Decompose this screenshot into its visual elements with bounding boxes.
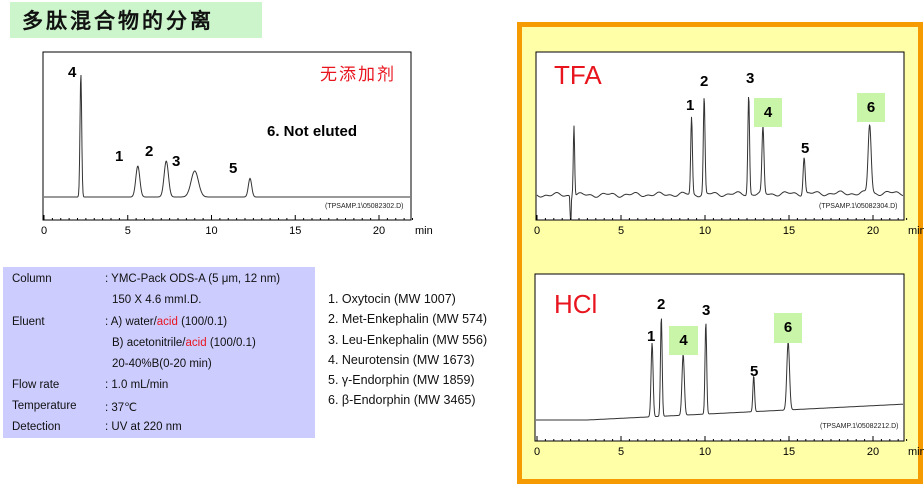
x-tick-label: 0 [534, 446, 540, 458]
hcl-label: HCl [554, 289, 598, 319]
peak-label: 2 [145, 143, 154, 160]
x-tick-label: 20 [867, 446, 879, 458]
eluent-b-acid: acid [185, 337, 207, 349]
eluent-label: Eluent [12, 316, 45, 328]
title-banner [10, 2, 262, 38]
plot-frame [42, 51, 412, 221]
tfa-label: TFA [554, 60, 602, 90]
eluent-b: B) acetonitrile/acid (100/0.1) [112, 337, 256, 349]
peak-label: 5 [750, 363, 759, 380]
x-tick-label: 15 [783, 225, 795, 237]
chromatogram-trace [44, 74, 410, 198]
x-tick-label: 5 [125, 225, 131, 237]
x-tick-label: 5 [618, 225, 624, 237]
x-tick-label: 15 [783, 446, 795, 458]
column-value: : YMC-Pack ODS-A (5 μm, 12 nm) [105, 273, 281, 285]
eluent-a-ratio: (100/0.1) [177, 316, 228, 328]
file-name: (TPSAMP.1\05082302.D) [325, 203, 404, 210]
list-item: 4. Neurotensin (MW 1673) [328, 352, 475, 367]
x-tick-label: 20 [867, 225, 879, 237]
peak-label: 3 [172, 153, 181, 170]
temperature-value: : 37℃ [105, 402, 138, 414]
chromatogram-trace [536, 96, 904, 221]
peak-label: 3 [702, 302, 711, 319]
x-tick-label: 0 [41, 225, 47, 237]
gradient: 20-40%B(0-20 min) [112, 358, 212, 370]
peak-label: 2 [700, 73, 709, 90]
temperature-label: Temperature [12, 400, 77, 412]
detection-value: : UV at 220 nm [105, 421, 182, 433]
peak-label: 2 [657, 296, 666, 313]
eluent-a-acid: acid [156, 316, 178, 328]
x-tick-label: 10 [699, 446, 711, 458]
list-item: 6. β-Endorphin (MW 3465) [328, 393, 476, 408]
file-name: (TPSAMP.1\05082304.D) [819, 203, 898, 210]
eluent-a: : A) water/acid (100/0.1) [105, 316, 227, 328]
conditions-box: Column : YMC-Pack ODS-A (5 μm, 12 nm) 15… [3, 267, 315, 438]
x-tick-label: 15 [289, 225, 301, 237]
x-tick-label: 0 [534, 225, 540, 237]
peak-label: 4 [68, 64, 77, 81]
peak-label: 1 [115, 148, 124, 165]
peak-label: 3 [746, 70, 755, 87]
chromatogram-trace [536, 318, 903, 421]
column-dimensions: 150 X 4.6 mmI.D. [112, 294, 202, 306]
x-axis-label: min [908, 446, 924, 458]
peak-label-highlight: 4 [669, 326, 698, 355]
peak-label-highlight: 4 [754, 98, 782, 127]
eluent-b-ratio: (100/0.1) [206, 337, 256, 349]
peak-label: 5 [229, 160, 238, 177]
detection-label: Detection [12, 421, 61, 433]
x-tick-label: 20 [373, 225, 385, 237]
peak-list: 1. Oxytocin (MW 1007) 2. Met-Enkephalin … [328, 289, 487, 411]
x-axis-label: min [908, 225, 924, 237]
peak-label: 5 [801, 140, 810, 157]
page-title: 多肽混合物的分离 [22, 8, 214, 33]
list-item: 2. Met-Enkephalin (MW 574) [328, 312, 488, 327]
peak-label-highlight: 6 [857, 93, 885, 122]
no-additive-label: 无添加剂 [320, 65, 396, 85]
peak-label: 1 [686, 97, 695, 114]
peak-label: 1 [647, 328, 656, 345]
not-eluted-note: 6. Not eluted [267, 123, 358, 140]
x-tick-label: 10 [205, 225, 217, 237]
x-tick-label: 10 [699, 225, 711, 237]
x-axis-label: min [415, 225, 433, 237]
list-item: 5. γ-Endorphin (MW 1859) [328, 373, 475, 388]
eluent-a-text: : A) water/ [105, 316, 157, 328]
column-label: Column [12, 273, 52, 285]
file-name: (TPSAMP.1\05082212.D) [820, 423, 899, 430]
flow-value: : 1.0 mL/min [105, 379, 169, 391]
list-item: 3. Leu-Enkephalin (MW 556) [328, 332, 488, 347]
peak-label-highlight: 6 [774, 313, 802, 343]
list-item: 1. Oxytocin (MW 1007) [328, 292, 456, 306]
eluent-b-text: B) acetonitrile/ [112, 337, 186, 349]
flow-label: Flow rate [12, 379, 60, 391]
x-tick-label: 5 [618, 446, 624, 458]
